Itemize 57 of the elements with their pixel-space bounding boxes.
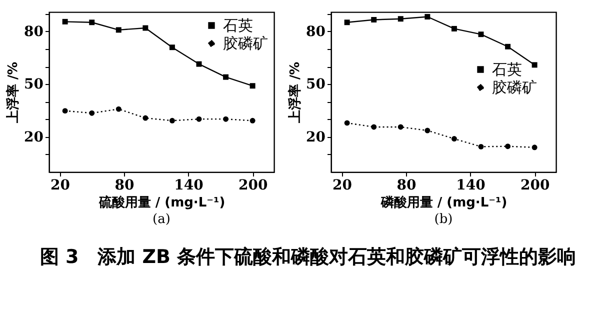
point <box>62 18 68 24</box>
point <box>371 16 377 22</box>
point <box>424 128 430 134</box>
point <box>398 16 404 22</box>
point <box>62 108 68 114</box>
point <box>169 118 175 124</box>
legend-label: 石英 <box>223 16 253 34</box>
y-tick-label: 20 <box>306 129 326 146</box>
point <box>478 32 484 38</box>
point <box>505 44 511 50</box>
point <box>424 14 430 20</box>
point <box>250 118 256 124</box>
y-axis-title: 上浮率 /% <box>287 62 304 124</box>
point <box>142 115 148 121</box>
text: (b) <box>434 212 453 227</box>
legend-label: 石英 <box>492 60 522 78</box>
x-tick-label: 200 <box>238 178 268 194</box>
point <box>532 144 538 150</box>
point <box>142 25 148 31</box>
x-tick-label: 200 <box>520 178 550 194</box>
x-tick-label: 140 <box>174 178 204 194</box>
point <box>196 116 202 122</box>
point <box>169 44 175 50</box>
point <box>451 136 457 142</box>
legend-label: 胶磷矿 <box>492 78 537 96</box>
point <box>89 110 95 116</box>
point <box>223 116 229 122</box>
legend-label: 胶磷矿 <box>223 34 268 52</box>
x-tick-label: 20 <box>50 178 70 194</box>
point <box>344 120 350 126</box>
point <box>196 61 202 67</box>
y-tick-label: 50 <box>306 76 326 93</box>
x-tick-label: 80 <box>396 178 416 194</box>
point <box>223 74 229 80</box>
x-tick-label: 140 <box>456 178 486 194</box>
text: (a) <box>152 212 170 227</box>
point <box>116 27 122 33</box>
point <box>371 124 377 130</box>
point <box>451 26 457 32</box>
point <box>505 144 511 150</box>
x-tick-label: 80 <box>114 178 134 194</box>
point <box>250 83 256 89</box>
x-tick-label: 20 <box>332 178 352 194</box>
x-axis-title: 磷酸用量 / (mg·L⁻¹) <box>380 194 508 210</box>
y-tick-label: 80 <box>24 24 44 40</box>
y-tick-label: 80 <box>306 24 326 40</box>
caption: 图 3 添加 ZB 条件下硫酸和磷酸对石英和胶磷矿可浮性的影响 <box>38 245 578 270</box>
y-tick-label: 50 <box>24 76 44 93</box>
point <box>344 20 350 26</box>
point <box>116 106 122 112</box>
y-tick-label: 20 <box>24 129 44 146</box>
point <box>478 144 484 150</box>
point <box>89 20 95 26</box>
x-axis-title: 硫酸用量 / (mg·L⁻¹) <box>98 194 226 210</box>
point <box>532 62 538 68</box>
point <box>398 124 404 130</box>
y-axis-title: 上浮率 /% <box>5 62 22 124</box>
